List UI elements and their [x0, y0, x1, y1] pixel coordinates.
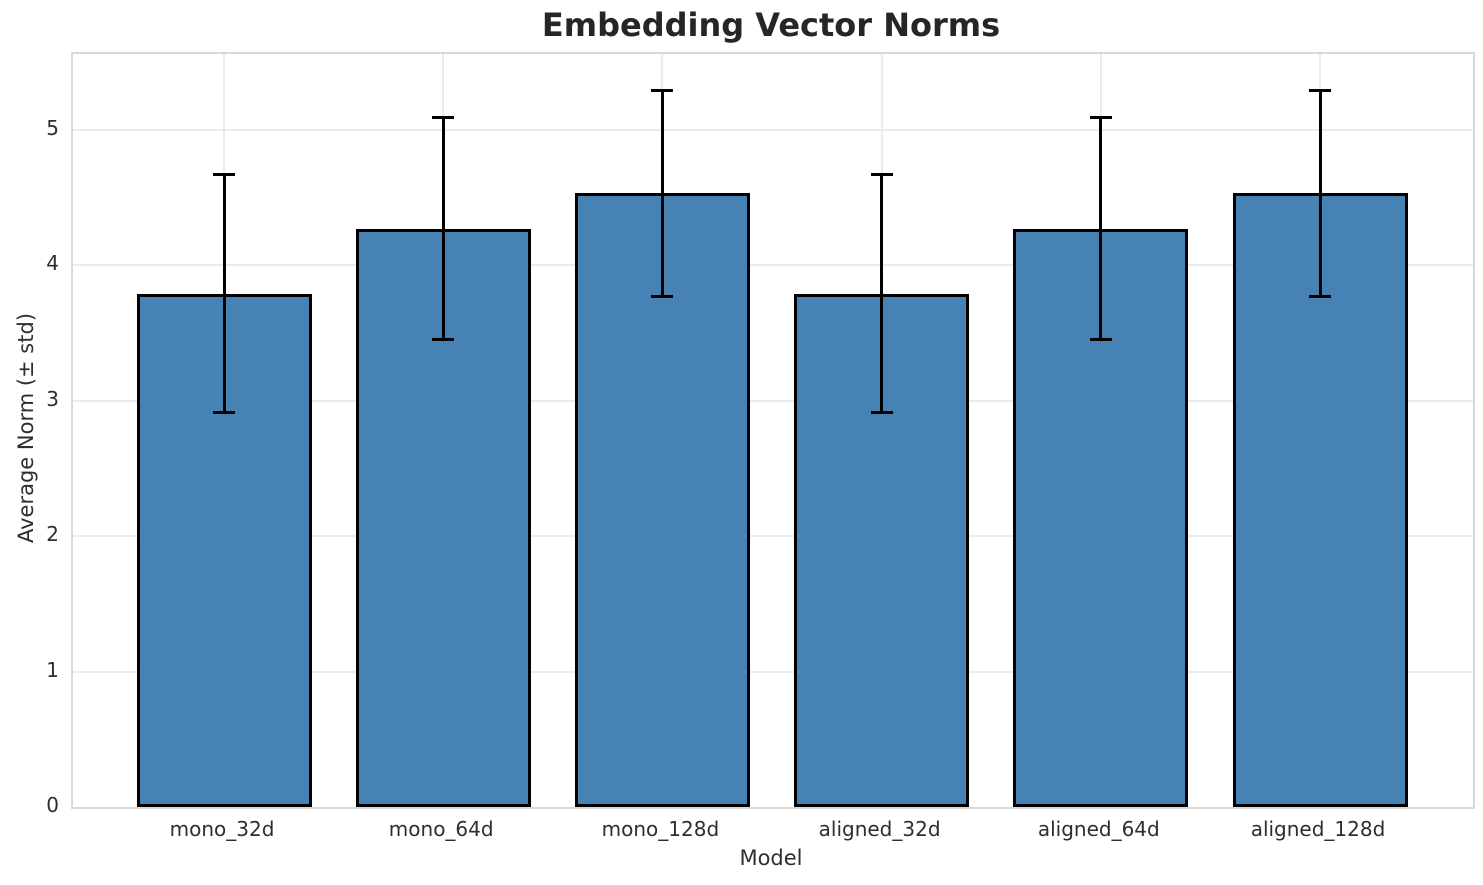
- gridline-horizontal: [73, 128, 1473, 131]
- x-tick-label: aligned_64d: [1037, 817, 1160, 841]
- plot-area: [71, 52, 1475, 809]
- error-bar-line: [222, 174, 226, 413]
- error-bar-cap-top: [1309, 89, 1331, 93]
- y-tick-label: 0: [46, 793, 59, 817]
- gridline-horizontal: [73, 670, 1473, 673]
- gridline-horizontal: [73, 399, 1473, 402]
- y-tick-label: 1: [46, 657, 59, 682]
- y-tick-label: 2: [46, 522, 59, 547]
- error-bar-cap-bottom: [432, 338, 455, 342]
- error-bar-cap-top: [1089, 116, 1112, 120]
- x-tick-label: mono_32d: [169, 817, 275, 841]
- gridline-horizontal: [73, 264, 1473, 267]
- x-tick-label: aligned_128d: [1250, 817, 1386, 841]
- gridline-horizontal: [73, 535, 1473, 538]
- error-bar-cap-bottom: [213, 411, 235, 415]
- x-axis-label: Model: [739, 846, 803, 870]
- y-axis-label: Average Norm (± std): [14, 312, 38, 544]
- y-tick-label: 3: [46, 386, 59, 411]
- error-bar-cap-bottom: [651, 294, 674, 298]
- error-bar-line: [1318, 90, 1322, 297]
- error-bar-cap-top: [432, 116, 455, 120]
- error-bar-line: [1099, 117, 1103, 340]
- error-bar-cap-bottom: [1309, 294, 1331, 298]
- chart-title: Embedding Vector Norms: [541, 6, 1001, 44]
- x-tick-label: mono_64d: [388, 817, 494, 841]
- error-bar-line: [660, 90, 664, 297]
- error-bar-cap-top: [213, 173, 235, 177]
- x-tick-label: aligned_32d: [818, 817, 941, 841]
- y-tick-label: 4: [46, 251, 59, 276]
- error-bar-cap-bottom: [870, 411, 893, 415]
- error-bar-line: [441, 117, 445, 340]
- y-tick-label: 5: [46, 115, 59, 140]
- error-bar-line: [880, 174, 884, 413]
- error-bar-cap-top: [651, 89, 674, 93]
- error-bar-cap-top: [870, 173, 893, 177]
- error-bar-cap-bottom: [1089, 338, 1112, 342]
- x-tick-label: mono_128d: [601, 817, 720, 841]
